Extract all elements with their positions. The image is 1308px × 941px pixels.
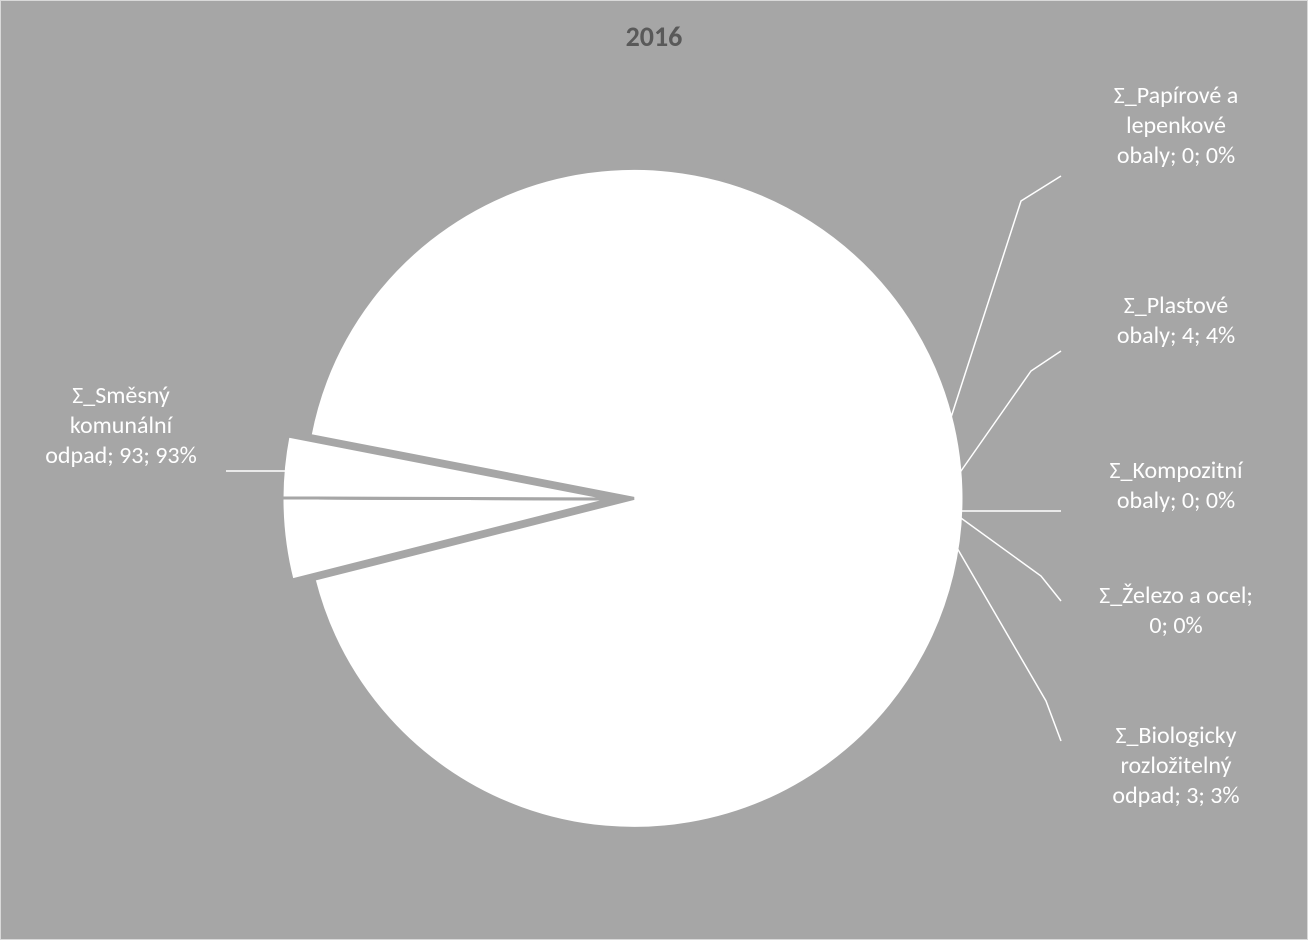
leader-line — [954, 351, 1061, 481]
leader-line — [954, 513, 1061, 601]
slice-label: Σ_Kompozitní obaly; 0; 0% — [1061, 456, 1291, 516]
pie-chart-2016: 2016 Σ_Směsný komunální odpad; 93; 93% Σ_… — [0, 0, 1308, 940]
chart-title: 2016 — [1, 19, 1307, 54]
slice-label: Σ_Biologicky rozložitelný odpad; 3; 3% — [1061, 721, 1291, 811]
slice-label: Σ_Papírové a lepenkové obaly; 0; 0% — [1061, 81, 1291, 171]
slice-label: Σ_Směsný komunální odpad; 93; 93% — [11, 381, 231, 471]
leader-line — [945, 176, 1061, 436]
slice-label: Σ_Plastové obaly; 4; 4% — [1061, 291, 1291, 351]
slice-label: Σ_Železo a ocel; 0; 0% — [1061, 581, 1291, 641]
leader-line — [953, 541, 1061, 741]
